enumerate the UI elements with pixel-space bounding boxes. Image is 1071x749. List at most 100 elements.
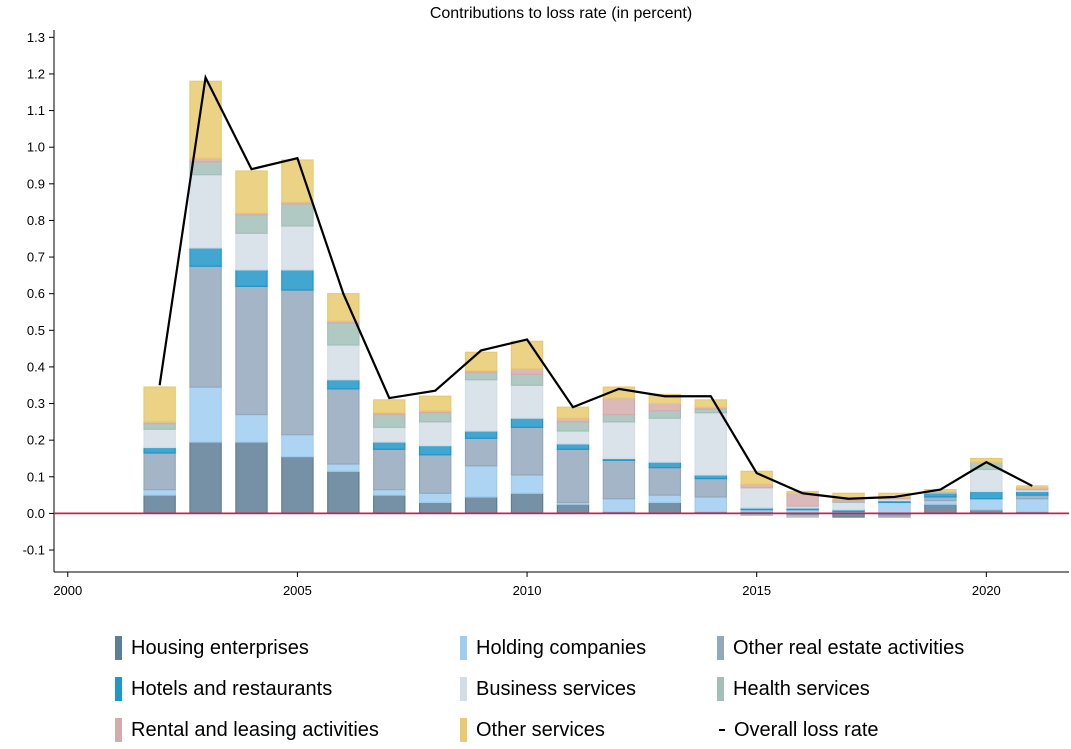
legend-label-other-services: Other services [476,718,605,741]
bar-other-services-2008 [418,395,452,412]
bar-other-real-estate-activities-2018 [878,514,911,518]
bar-hotels-and-restaurants-2006 [327,379,360,390]
bar-housing-enterprises-2006 [327,470,360,515]
x-tick-label: 2010 [513,583,542,598]
bar-health-services-2004 [235,214,268,234]
x-axis: 2000 2005 2010 2015 2020 [53,571,1069,598]
bar-housing-enterprises-2005 [281,456,314,515]
bar-health-services-2009 [464,371,498,381]
bar-business-services-2010 [510,384,544,419]
bar-health-services-2007 [373,413,406,428]
bar-holding-companies-2012 [602,498,636,513]
bar-business-services-2005 [281,225,314,271]
bar-business-services-2017 [832,501,865,511]
y-tick-label: 0.9 [27,176,45,191]
bar-other-real-estate-activities-2009 [464,437,498,467]
bar-holding-companies-2003 [189,386,222,443]
bar-rental-and-leasing-activities-2013 [648,402,682,412]
x-tick-label: 2005 [283,583,312,598]
bar-business-services-2020 [970,468,1003,493]
bar-health-services-2005 [281,203,314,227]
bar-other-real-estate-activities-2004 [235,285,268,416]
bar-business-services-2011 [556,430,590,445]
bar-hotels-and-restaurants-2010 [510,417,544,428]
bar-business-services-2003 [189,174,222,249]
legend-label-hotels-restaurants: Hotels and restaurants [131,677,333,700]
bar-business-services-2008 [418,421,452,447]
legend-item-other-real-estate: Other real estate activities [717,633,964,663]
bar-health-services-2016 [786,514,819,518]
bar-other-services-2014 [694,399,727,408]
legend-swatch-rental-leasing [115,718,122,742]
bar-business-services-2004 [235,232,268,271]
y-tick-label: 1.2 [27,66,45,81]
bar-health-services-2006 [327,322,360,346]
bar-business-services-2002 [143,428,176,449]
bar-other-real-estate-activities-2006 [327,388,360,465]
bar-hotels-and-restaurants-2011 [556,443,590,450]
legend-label-other-real-estate: Other real estate activities [733,636,965,659]
bar-other-services-2005 [281,159,314,203]
y-tick-label: 1.1 [27,103,45,118]
bar-hotels-and-restaurants-2003 [189,247,222,267]
y-tick-label: 1.3 [27,30,45,45]
bar-holding-companies-2018 [878,501,911,515]
bar-holding-companies-2007 [373,489,406,496]
legend-swatch-housing-enterprises [115,636,122,660]
y-tick-label: -0.1 [23,543,45,558]
y-tick-label: 0.6 [27,286,45,301]
bar-housing-enterprises-2019 [924,503,957,515]
legend-label-business-services: Business services [476,677,637,700]
bar-other-real-estate-activities-2003 [189,265,222,388]
loss-rate-line-group [158,74,1033,500]
bar-housing-enterprises-2010 [510,492,544,515]
bar-other-real-estate-activities-2007 [373,448,406,491]
bar-other-real-estate-activities-2013 [648,467,682,496]
bar-business-services-2012 [602,421,636,460]
chart-title: Contributions to loss rate (in percent) [430,5,692,22]
bar-holding-companies-2006 [327,463,360,472]
bar-housing-enterprises-2008 [418,501,452,515]
loss-rate-chart: Contributions to loss rate (in percent) … [23,5,1069,598]
bar-other-real-estate-activities-2012 [602,459,636,500]
bar-business-services-2006 [327,344,360,381]
y-tick-label: 0.2 [27,433,45,448]
bar-holding-companies-2008 [418,492,452,504]
legend-label-housing-enterprises: Housing enterprises [131,636,309,659]
bar-business-services-2014 [694,412,727,476]
bar-health-services-2011 [556,421,590,432]
bar-business-services-2015 [740,487,773,509]
x-tick-label: 2000 [53,583,82,598]
bar-housing-enterprises-2003 [189,441,222,515]
bar-health-services-2013 [648,410,682,419]
bar-holding-companies-2002 [143,489,176,496]
bar-hotels-and-restaurants-2005 [281,269,314,291]
legend-label-health-services: Health services [733,677,870,700]
bar-other-services-2012 [602,386,636,399]
bar-housing-enterprises-2011 [556,503,590,515]
legend-item-health-services: Health services [717,674,870,704]
bar-business-services-2013 [648,417,682,463]
bar-housing-enterprises-2007 [373,494,406,515]
bar-hotels-and-restaurants-2004 [235,269,268,287]
bar-other-real-estate-activities-2008 [418,454,452,494]
y-tick-label: 0.0 [27,506,45,521]
legend-label-rental-leasing: Rental and leasing activities [131,718,379,741]
bar-holding-companies-2021 [1016,498,1049,513]
bar-health-services-2003 [189,161,222,176]
bar-other-services-2002 [143,386,176,423]
bar-holding-companies-2010 [510,474,544,494]
bar-business-services-2009 [464,379,498,432]
bar-other-real-estate-activities-2002 [143,452,176,491]
bars-group [143,80,1049,518]
legend-item-rental-leasing: Rental and leasing activities [115,715,379,745]
bar-hotels-and-restaurants-2020 [970,490,1003,500]
bar-hotels-and-restaurants-2009 [464,430,498,439]
bar-hotels-and-restaurants-2007 [373,441,406,450]
legend-label-overall-loss-rate: Overall loss rate [734,718,879,741]
bar-health-services-2010 [510,373,544,386]
legend-label-holding-companies: Holding companies [476,636,647,659]
bar-other-real-estate-activities-2010 [510,426,544,476]
bar-rental-and-leasing-activities-2010 [510,368,544,375]
bar-other-services-2004 [235,170,268,214]
